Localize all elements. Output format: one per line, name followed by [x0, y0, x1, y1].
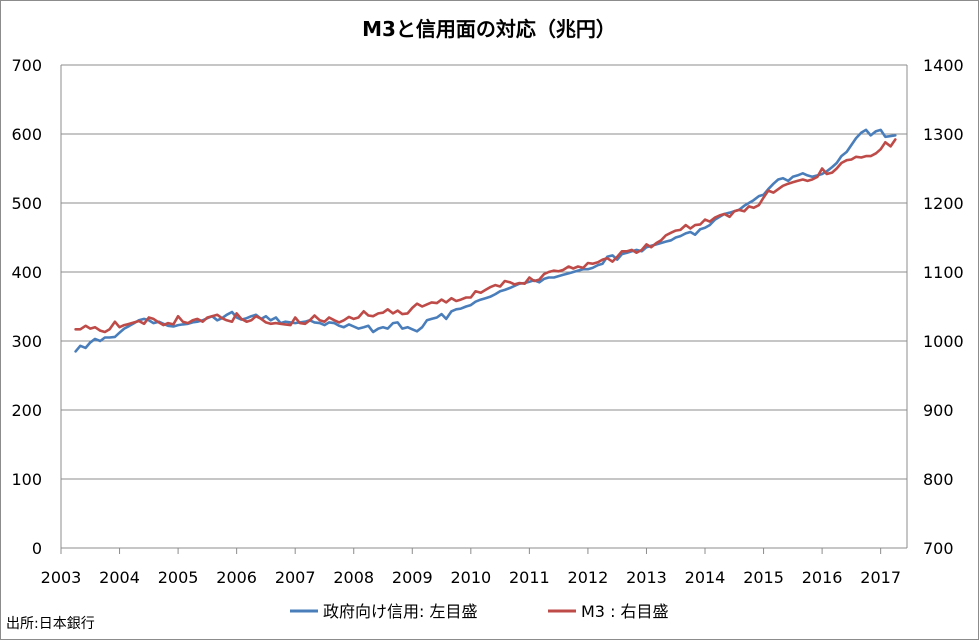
x-tick-label: 2005: [158, 568, 199, 587]
x-tick-label: 2003: [41, 568, 82, 587]
y-right-tick-label: 1000: [923, 332, 964, 351]
y-right-tick-label: 900: [923, 401, 954, 420]
y-left-tick-label: 600: [11, 125, 42, 144]
y-right-tick-label: 1400: [923, 56, 964, 75]
axes: 0 100 200 300 400 500 600 700 700 800 900 1000 1100 1…: [11, 56, 963, 587]
y-left-tick-label: 300: [11, 332, 42, 351]
x-tick-label: 2017: [860, 568, 901, 587]
x-tick-label: 2010: [450, 568, 491, 587]
gridlines: [61, 64, 907, 549]
series-lines: [74, 128, 897, 353]
y-right-tick-label: 700: [923, 539, 954, 558]
y-right-tick-label: 800: [923, 470, 954, 489]
x-tick-label: 2016: [802, 568, 843, 587]
legend-label-2: M3 : 右目盛: [581, 602, 669, 621]
x-tick-label: 2011: [509, 568, 550, 587]
x-tick-label: 2008: [333, 568, 374, 587]
x-tick-label: 2013: [626, 568, 667, 587]
y-right-tick-label: 1100: [923, 263, 964, 282]
chart-title: M3と信用面の対応（兆円）: [362, 17, 616, 41]
y-left-tick-label: 500: [11, 194, 42, 213]
y-left-tick-label: 400: [11, 263, 42, 282]
legend: 政府向け信用: 左目盛 M3 : 右目盛: [290, 602, 669, 621]
legend-label-1: 政府向け信用: 左目盛: [323, 602, 477, 621]
x-tick-label: 2009: [392, 568, 433, 587]
source-note: 出所:日本銀行: [6, 616, 95, 632]
y-right-tick-label: 1300: [923, 125, 964, 144]
y-left-tick-label: 700: [11, 56, 42, 75]
series-line-2: [74, 138, 897, 334]
y-left-tick-label: 0: [32, 539, 42, 558]
x-tick-label: 2015: [743, 568, 784, 587]
y-left-tick-label: 100: [11, 470, 42, 489]
x-tick-label: 2006: [216, 568, 257, 587]
x-tick-label: 2004: [99, 568, 140, 587]
x-tick-label: 2007: [275, 568, 316, 587]
y-right-tick-label: 1200: [923, 194, 964, 213]
x-tick-label: 2014: [685, 568, 726, 587]
y-left-tick-label: 200: [11, 401, 42, 420]
x-tick-label: 2012: [568, 568, 609, 587]
